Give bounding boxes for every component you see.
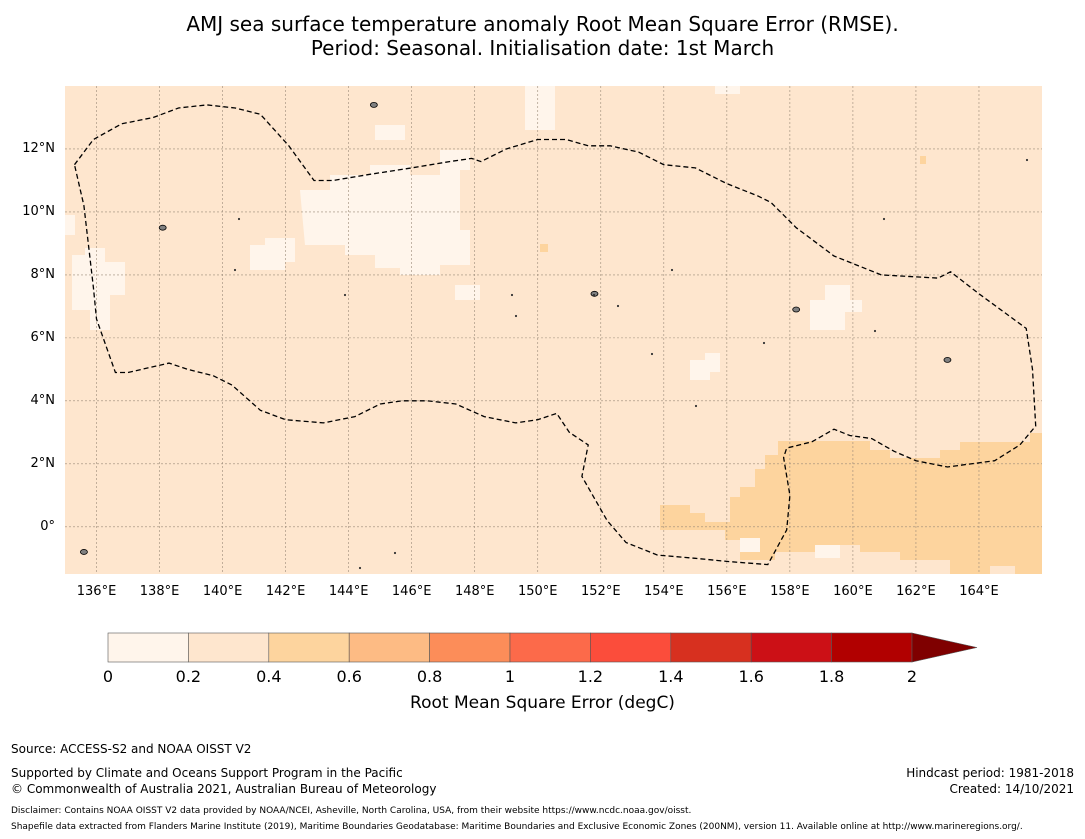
atoll (358, 566, 362, 570)
rmse-zone-0-0.2 (375, 125, 405, 140)
atoll (873, 329, 877, 333)
atoll (616, 304, 620, 308)
island-pohnpei (792, 306, 801, 313)
atoll (882, 217, 886, 221)
latitude-label: 10°N (22, 203, 55, 219)
colorbar-label: Root Mean Square Error (degC) (410, 693, 675, 713)
colorbar (107, 632, 978, 663)
colorbar-tick-label: 0.2 (175, 667, 202, 686)
longitude-label: 150°E (517, 584, 558, 599)
colorbar-tick-label: 1.2 (577, 667, 604, 686)
colorbar-tick-label: 0.4 (256, 667, 282, 686)
rmse-zone-0.4-0.6 (920, 156, 926, 164)
colorbar-tick-label: 0.8 (416, 667, 443, 686)
copyright-text: © Commonwealth of Australia 2021, Austra… (11, 782, 437, 796)
island-chuuk (590, 290, 599, 297)
colorbar-bin (429, 632, 511, 663)
chart-title-line-1: AMJ sea surface temperature anomaly Root… (186, 12, 899, 36)
island-guam (369, 101, 378, 108)
colorbar-bin (107, 632, 189, 663)
colorbar-bin (509, 632, 591, 663)
longitude-label: 160°E (833, 584, 873, 599)
longitude-label: 162°E (896, 584, 936, 599)
atoll (670, 268, 674, 272)
colorbar-bin (188, 632, 270, 663)
colorbar-extend-arrow (911, 632, 978, 663)
rmse-zone-0-0.2 (250, 238, 295, 270)
rmse-zone-0-0.2 (300, 150, 470, 275)
longitude-label: 156°E (707, 584, 747, 599)
rmse-zone-0-0.2 (815, 545, 840, 558)
colorbar-bin (670, 632, 752, 663)
atoll (650, 352, 654, 356)
latitude-label: 2°N (30, 455, 56, 471)
latitude-label: 8°N (30, 266, 56, 282)
shapefile-credit: Shapefile data extracted from Flanders M… (11, 822, 1023, 832)
rmse-zone-0-0.2 (72, 248, 125, 330)
rmse-zone-0.4-0.6 (540, 244, 548, 252)
hindcast-period: Hindcast period: 1981-2018 (906, 766, 1074, 780)
islands-layer (80, 101, 1029, 570)
island-palau (80, 549, 88, 555)
colorbar-tick-label: 1 (504, 667, 516, 686)
longitude-label: 154°E (644, 584, 684, 599)
rmse-zone-0-0.2 (525, 86, 555, 130)
rmse-zone-0-0.2 (715, 86, 740, 94)
longitude-label: 136°E (76, 584, 117, 599)
colorbar-tick-label: 0.6 (336, 667, 362, 686)
longitude-label: 158°E (770, 584, 810, 599)
longitude-label: 146°E (391, 584, 432, 599)
colorbar-tick-label: 2 (906, 667, 918, 686)
longitude-label: 140°E (202, 584, 243, 599)
disclaimer-text: Disclaimer: Contains NOAA OISST V2 data … (11, 806, 692, 816)
graticule (65, 86, 1042, 574)
colorbar-tick-label: 1.6 (738, 667, 764, 686)
rmse-zone-0-0.2 (740, 538, 760, 552)
latitude-label: 0° (40, 518, 55, 534)
longitude-label: 138°E (139, 584, 180, 599)
latitude-label: 4°N (30, 392, 56, 408)
atoll (1025, 158, 1029, 162)
atoll (592, 293, 596, 297)
rmse-zone-0-0.2 (65, 215, 75, 235)
longitude-label: 144°E (328, 584, 369, 599)
colorbar-bin (590, 632, 672, 663)
rmse-zone-0-0.2 (810, 285, 862, 330)
atoll (393, 551, 397, 555)
rmse-field (65, 86, 1042, 574)
island-kosrae (943, 357, 952, 363)
source-text: Source: ACCESS-S2 and NOAA OISST V2 (11, 742, 252, 756)
colorbar-tick-label: 0 (102, 667, 114, 686)
atoll (237, 217, 241, 221)
eez-boundary (73, 104, 1037, 566)
atoll (510, 293, 514, 297)
colorbar-bin (268, 632, 350, 663)
chart-title-line-2: Period: Seasonal. Initialisation date: 1… (310, 36, 775, 60)
atoll (694, 404, 698, 408)
atoll (762, 341, 766, 345)
longitude-label: 148°E (454, 584, 495, 599)
longitude-label: 164°E (959, 584, 999, 599)
colorbar-tick-label: 1.8 (818, 667, 845, 686)
supported-text: Supported by Climate and Oceans Support … (11, 766, 403, 780)
latitude-label: 6°N (30, 329, 56, 345)
latitude-label: 12°N (22, 140, 55, 156)
rmse-zone-0-0.2 (690, 353, 720, 380)
island-yap (158, 224, 167, 231)
colorbar-tick-label: 1.4 (658, 667, 684, 686)
atoll (514, 314, 518, 318)
longitude-label: 152°E (581, 584, 621, 599)
colorbar-bin (750, 632, 832, 663)
rmse-zone-0-0.2 (455, 285, 480, 300)
atoll (233, 268, 237, 272)
colorbar-bin (348, 632, 430, 663)
atoll (343, 293, 347, 297)
created-date: Created: 14/10/2021 (949, 782, 1074, 796)
colorbar-bin (831, 632, 913, 663)
longitude-label: 142°E (265, 584, 306, 599)
